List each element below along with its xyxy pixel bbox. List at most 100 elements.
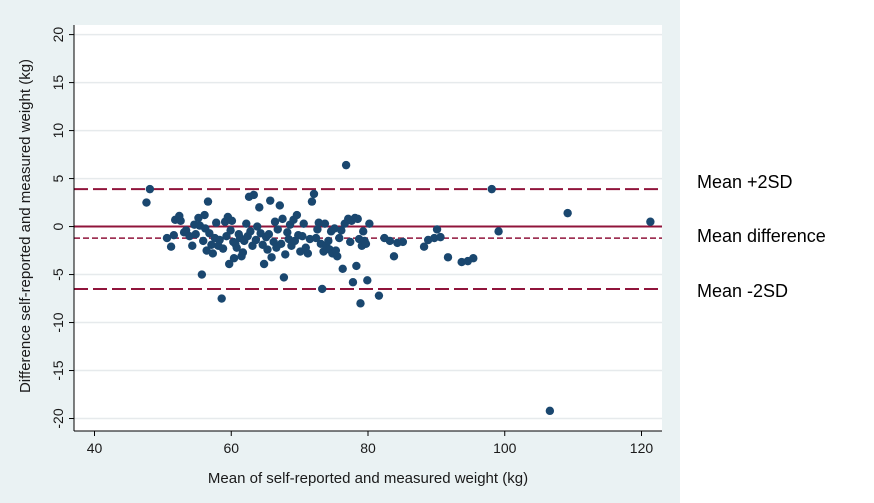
data-point — [264, 230, 274, 239]
data-point — [169, 230, 179, 240]
y-tick-label: 15 — [50, 75, 66, 91]
y-axis-title: Difference self-reported and measured we… — [17, 59, 34, 393]
data-point — [419, 242, 429, 251]
data-point — [430, 233, 439, 243]
data-point — [443, 253, 453, 262]
x-tick-label: 100 — [493, 440, 517, 456]
y-tick-label: -5 — [50, 268, 66, 281]
data-point — [191, 230, 200, 239]
annotation-mean-difference: Mean difference — [697, 226, 826, 246]
data-point — [299, 219, 308, 228]
data-point — [333, 252, 342, 261]
data-point — [307, 197, 317, 206]
x-axis-title: Mean of self-reported and measured weigh… — [208, 470, 528, 487]
data-point — [365, 219, 374, 228]
data-point — [353, 214, 362, 224]
data-points — [142, 160, 655, 416]
data-point — [215, 235, 224, 245]
data-point — [324, 236, 333, 246]
data-point — [249, 190, 259, 200]
data-point — [361, 239, 371, 249]
data-point — [436, 232, 445, 242]
data-point — [309, 189, 319, 199]
data-point — [545, 406, 555, 416]
y-tick-label: 10 — [50, 123, 66, 139]
data-point — [389, 252, 399, 261]
data-point — [255, 203, 264, 212]
data-point — [145, 184, 155, 194]
data-point — [320, 219, 330, 228]
data-point — [281, 250, 290, 259]
data-point — [469, 254, 478, 263]
data-point — [203, 197, 213, 206]
x-axis-ticks: 40 60 80 100 120 — [87, 431, 654, 456]
data-point — [273, 225, 282, 234]
data-point — [314, 218, 323, 227]
data-point — [197, 270, 207, 279]
data-point — [267, 253, 276, 262]
data-point — [142, 198, 151, 207]
x-tick-label: 60 — [223, 440, 239, 456]
data-point — [218, 244, 228, 253]
data-point — [311, 233, 321, 243]
data-point — [238, 248, 248, 257]
data-point — [278, 214, 287, 224]
data-point — [337, 226, 346, 235]
data-point — [176, 216, 185, 226]
data-point — [242, 219, 251, 228]
data-point — [335, 233, 344, 243]
data-point — [266, 196, 275, 205]
data-point — [292, 210, 302, 220]
y-tick-label: -15 — [50, 360, 66, 380]
x-tick-label: 120 — [630, 440, 654, 456]
y-tick-label: -10 — [50, 312, 66, 332]
y-tick-label: 5 — [50, 174, 66, 182]
data-point — [303, 249, 313, 258]
data-point — [200, 210, 209, 220]
data-point — [279, 273, 289, 282]
data-point — [374, 291, 384, 300]
data-point — [283, 228, 292, 237]
data-point — [341, 160, 351, 170]
data-point — [338, 264, 347, 273]
data-point — [352, 261, 361, 271]
data-point — [346, 237, 355, 247]
annotation-mean-minus-2sd: Mean -2SD — [697, 281, 788, 301]
data-point — [457, 257, 466, 267]
data-point — [232, 243, 241, 252]
data-point — [270, 217, 280, 226]
data-point — [263, 245, 272, 254]
data-point — [199, 236, 208, 246]
data-point — [275, 201, 284, 210]
data-point — [227, 216, 237, 226]
data-point — [646, 217, 655, 226]
data-point — [317, 284, 327, 294]
y-tick-label: 20 — [50, 27, 66, 43]
data-point — [259, 259, 269, 269]
data-point — [251, 235, 261, 245]
data-point — [207, 240, 216, 249]
data-point — [348, 278, 358, 287]
data-point — [432, 225, 442, 234]
data-point — [205, 229, 214, 238]
data-point — [208, 249, 217, 258]
y-tick-label: 0 — [50, 222, 66, 230]
data-point — [225, 259, 234, 269]
plot-area — [74, 25, 662, 431]
data-point — [359, 227, 368, 236]
data-point — [398, 237, 408, 247]
data-point — [363, 276, 372, 285]
x-tick-label: 80 — [360, 440, 376, 456]
data-point — [487, 184, 496, 194]
data-point — [217, 294, 226, 303]
annotation-mean-plus-2sd: Mean +2SD — [697, 172, 793, 192]
data-point — [356, 299, 365, 308]
data-point — [276, 239, 286, 249]
data-point — [385, 236, 395, 246]
data-point — [212, 218, 221, 227]
y-axis-ticks: 20 15 10 5 0 -5 -10 -15 -20 — [50, 27, 74, 429]
data-point — [563, 208, 572, 218]
data-point — [494, 227, 503, 236]
data-point — [166, 242, 176, 251]
